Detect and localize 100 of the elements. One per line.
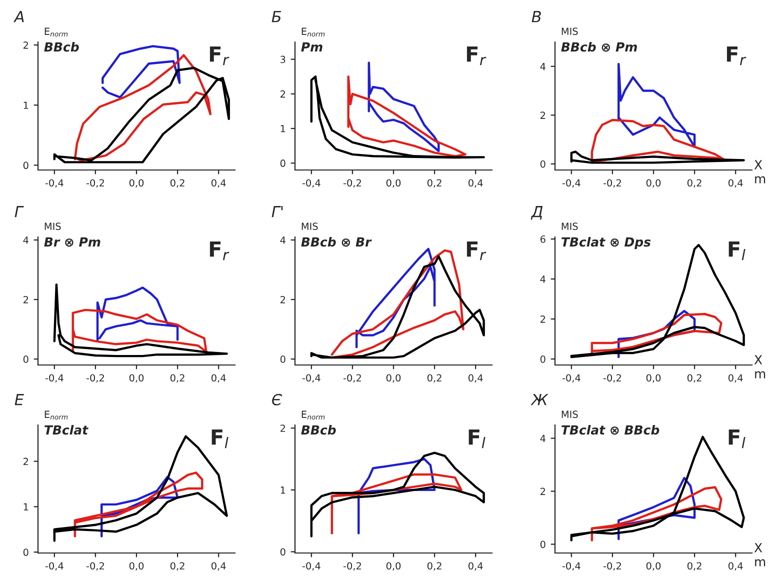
x-tick-label: 0,4 <box>728 179 743 188</box>
x-tick-label: 0,2 <box>687 374 702 383</box>
y-tick-label: 3 <box>280 56 286 64</box>
y-tick-label: 1 <box>24 503 28 510</box>
x-axis-title: X m <box>754 160 766 184</box>
chart-subtitle: TBclat ⊗ Dps <box>562 237 651 250</box>
line-series <box>74 472 204 538</box>
annotation: F$_{l}$ <box>728 241 746 260</box>
annotation: F$_{l}$ <box>468 429 486 448</box>
y-axis-title: E$_{norm}$ <box>44 28 68 37</box>
chart-title: Б <box>272 11 282 22</box>
y-tick-label: 2 <box>540 112 545 119</box>
line-series <box>368 62 440 152</box>
x-tick-label: 0,0 <box>646 374 661 383</box>
x-tick-label: 0,4 <box>468 562 483 571</box>
y-tick-label: 2 <box>280 296 285 304</box>
y-tick-label: 0 <box>23 162 28 170</box>
chart-subtitle: Pm <box>301 42 322 52</box>
annotation: F$_{r}$ <box>466 241 486 260</box>
line-series <box>310 452 485 538</box>
y-tick-label: 2 <box>280 90 285 98</box>
line-series <box>355 248 436 348</box>
y-tick-label: 2 <box>540 488 545 495</box>
chart-subtitle: TBclat <box>44 425 88 435</box>
y-tick-label: 1 <box>280 125 286 132</box>
y-tick-label: 0 <box>23 356 28 363</box>
x-tick-label: 0,4 <box>468 374 483 383</box>
y-axis-title: MIS <box>562 28 578 35</box>
y-tick-label: 4 <box>23 236 28 244</box>
x-tick-label: -0,4 <box>562 179 580 188</box>
line-series <box>618 62 696 148</box>
line-series <box>53 284 228 358</box>
chart-subtitle: BBcb ⊗ Pm <box>561 42 637 52</box>
x-tick-label: 0,0 <box>646 562 661 571</box>
annotation: F$_{r}$ <box>210 241 230 260</box>
y-tick-label: 0 <box>540 160 546 168</box>
x-tick-label: 0,2 <box>170 179 184 188</box>
line-series <box>96 286 179 342</box>
y-tick-label: 6 <box>540 235 546 243</box>
y-tick-label: 0 <box>280 356 286 363</box>
x-tick-label: 0,0 <box>386 562 401 571</box>
x-tick-label: -0,2 <box>343 374 361 383</box>
y-tick-label: 0 <box>280 548 286 556</box>
line-series <box>570 150 745 164</box>
x-tick-label: -0,4 <box>45 562 64 571</box>
y-tick-label: 4 <box>540 62 546 70</box>
x-tick-label: -0,4 <box>302 562 320 571</box>
x-tick-label: -0,2 <box>603 562 621 571</box>
line-series <box>72 308 208 353</box>
y-tick-label: 4 <box>540 276 546 283</box>
annotation: F$_{l}$ <box>728 429 746 448</box>
y-tick-label: 2 <box>540 315 545 323</box>
annotation: F$_{r}$ <box>726 46 746 66</box>
x-tick-label: -0,4 <box>302 179 320 188</box>
line-series <box>347 75 466 158</box>
x-tick-label: -0,2 <box>343 179 361 188</box>
x-tick-label: 0,0 <box>129 179 144 188</box>
x-tick-label: -0,2 <box>603 179 621 188</box>
x-tick-label: -0,4 <box>562 374 580 383</box>
x-tick-label: 0,4 <box>211 179 226 188</box>
annotation: F$_{l}$ <box>212 429 228 448</box>
chart-title: Г' <box>272 206 283 218</box>
line-series <box>330 249 464 359</box>
line-series <box>53 66 230 164</box>
x-tick-label: 0,2 <box>170 374 184 383</box>
x-tick-label: -0,2 <box>343 562 361 571</box>
y-axis-title: MIS <box>302 222 318 230</box>
x-tick-label: 0,0 <box>386 374 401 383</box>
chart-subtitle: BBcb <box>301 425 336 435</box>
line-series <box>102 45 181 98</box>
y-tick-label: 1 <box>24 102 28 109</box>
chart-title: Є <box>272 394 282 406</box>
x-tick-label: 0,2 <box>427 374 442 383</box>
x-tick-label: 0,4 <box>468 179 483 188</box>
line-series <box>74 54 212 162</box>
chart-title: А <box>14 11 24 22</box>
x-tick-label: 0,2 <box>170 562 184 571</box>
x-tick-label: 0,0 <box>646 179 661 188</box>
line-series <box>358 458 436 534</box>
chart-title: Е <box>14 394 24 406</box>
x-tick-label: -0,4 <box>45 179 64 188</box>
line-series <box>618 476 696 540</box>
chart-subtitle: BBcb <box>44 42 79 52</box>
chart-subtitle: Br ⊗ Pm <box>44 237 100 247</box>
y-axis-title: MIS <box>44 222 61 230</box>
x-tick-label: 0,4 <box>211 374 226 383</box>
chart-subtitle: TBclat ⊗ BBcb <box>562 425 660 435</box>
y-tick-label: 4 <box>280 236 286 244</box>
y-tick-label: 0 <box>540 355 546 363</box>
y-tick-label: 4 <box>540 434 546 442</box>
y-tick-label: 2 <box>24 458 28 466</box>
x-tick-label: 0,4 <box>211 562 226 571</box>
y-axis-title: E$_{norm}$ <box>44 410 68 420</box>
line-series <box>310 75 485 159</box>
y-tick-label: 0 <box>23 548 28 556</box>
x-tick-label: -0,4 <box>302 374 320 383</box>
line-series <box>590 486 722 542</box>
x-tick-label: 0,0 <box>386 179 401 188</box>
x-tick-label: -0,2 <box>603 374 621 383</box>
x-tick-label: -0,4 <box>562 562 580 571</box>
